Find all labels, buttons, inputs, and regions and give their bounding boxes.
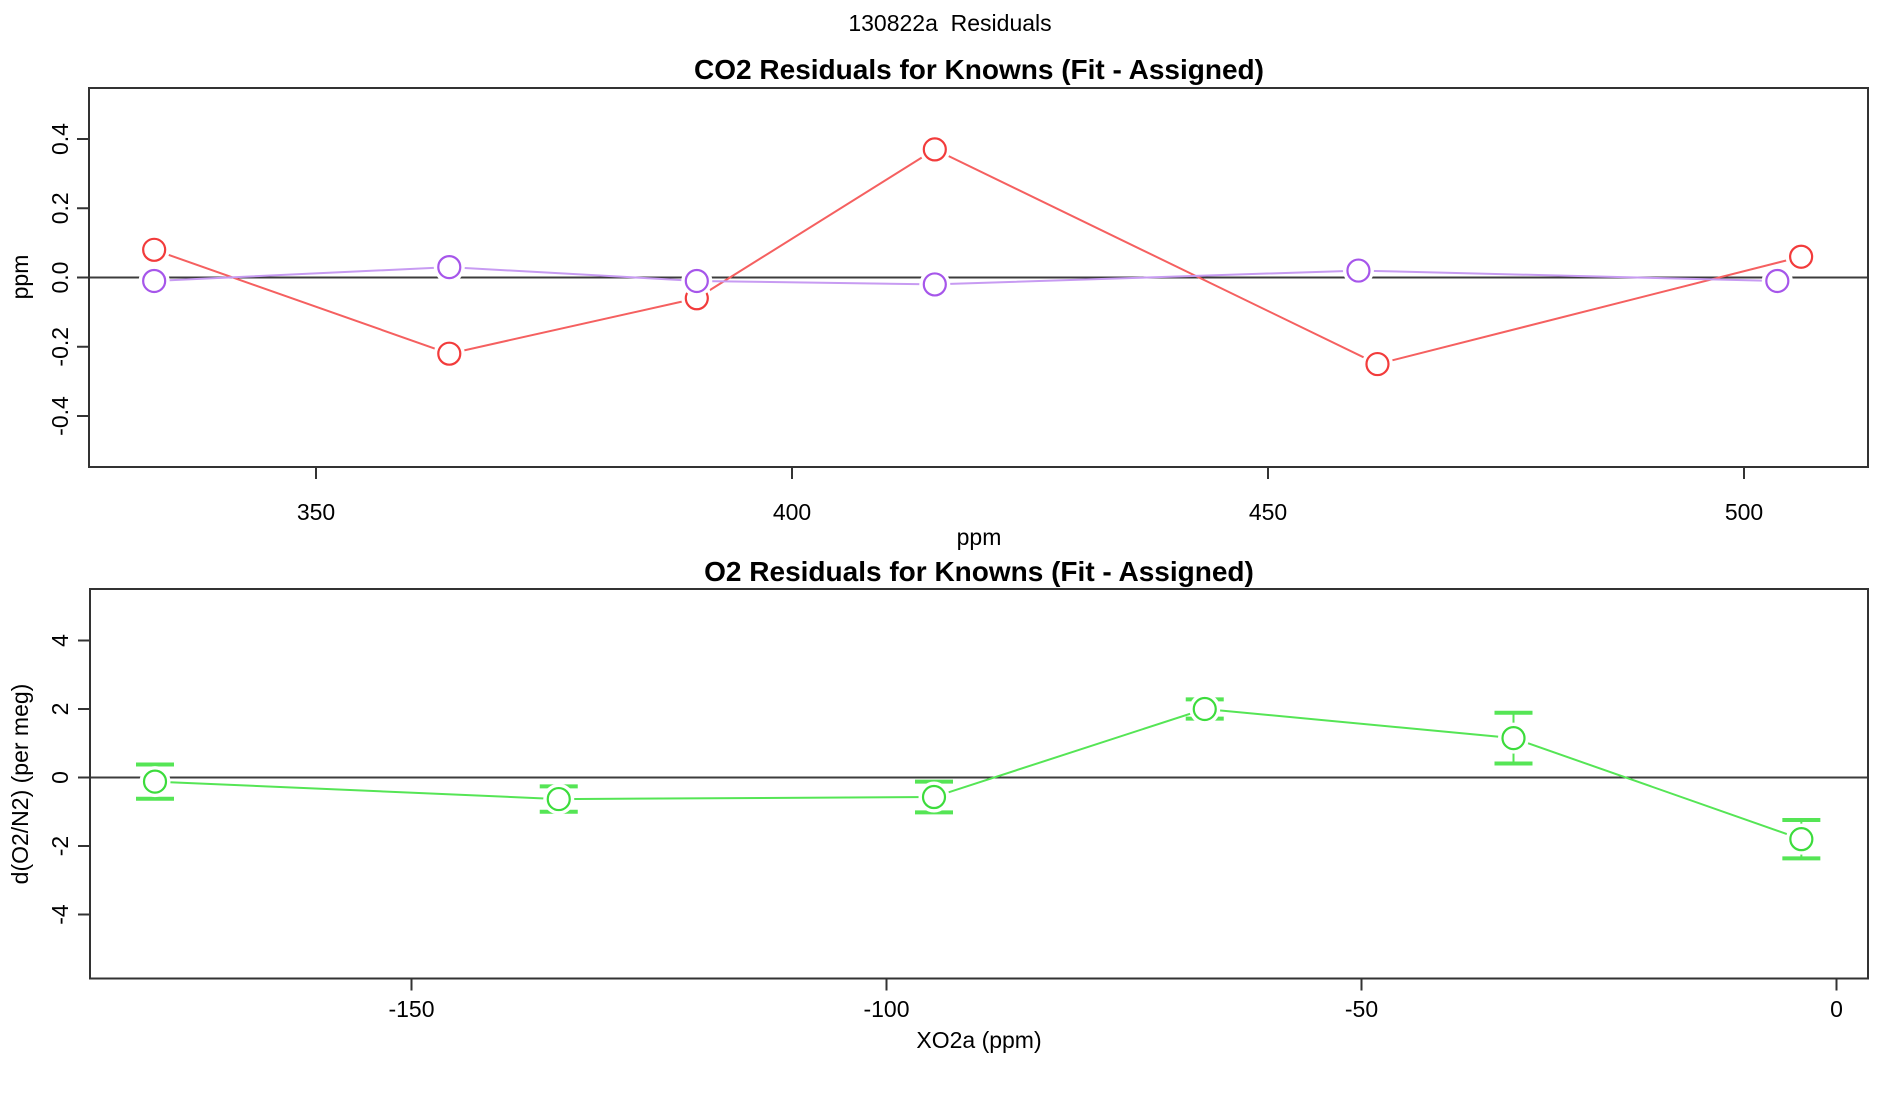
o2-residuals-green-marker <box>142 769 168 794</box>
co2-residuals-purple-marker <box>684 268 709 294</box>
y-tick-label: -0.2 <box>47 327 73 367</box>
o2-residuals-green-marker <box>921 784 947 810</box>
x-tick-label: 400 <box>773 499 811 525</box>
x-tick-label: 450 <box>1249 499 1287 525</box>
o2-xaxis-label: XO2a (ppm) <box>916 1027 1042 1053</box>
x-tick-label: 0 <box>1830 996 1843 1022</box>
y-tick-label: 0.4 <box>47 123 73 155</box>
y-tick-label: 0.0 <box>47 262 73 294</box>
plot-box <box>89 588 1869 980</box>
o2-residuals-green-line <box>154 707 1802 841</box>
y-tick-label: 2 <box>47 703 73 716</box>
co2-residuals-red-marker <box>437 341 462 366</box>
y-tick-label: -0.4 <box>47 396 73 436</box>
co2-residuals-purple-marker <box>142 268 167 294</box>
x-tick-label: 500 <box>1725 499 1763 525</box>
o2-residuals-green-marker <box>1192 696 1217 722</box>
o2-residuals-green-marker <box>1789 827 1814 852</box>
co2-residuals-purple-line <box>154 266 1778 286</box>
y-tick-label: -4 <box>47 904 73 925</box>
co2-residuals-red-line <box>153 148 1802 366</box>
co2-residuals-purple-marker <box>1346 258 1371 283</box>
x-tick-label: 350 <box>297 499 335 525</box>
x-tick-label: -100 <box>863 996 909 1022</box>
y-tick-label: 4 <box>47 634 73 647</box>
x-tick-label: -150 <box>388 996 434 1022</box>
co2-xaxis-label: ppm <box>956 524 1002 550</box>
o2-residuals-green-marker <box>546 786 571 812</box>
y-tick-label: 0 <box>47 771 73 784</box>
y-tick-label: -2 <box>47 836 73 856</box>
x-tick-label: -50 <box>1345 996 1378 1022</box>
co2-residuals-red-marker <box>142 237 167 262</box>
o2-chart-title: O2 Residuals for Knowns (Fit - Assigned) <box>704 556 1254 587</box>
co2-residuals-red-marker <box>1365 351 1390 377</box>
page-title: 130822a Residuals <box>848 10 1052 36</box>
o2-residuals-green-marker <box>1501 726 1526 751</box>
co2-residuals-purple-marker <box>922 272 947 297</box>
co2-chart-title: CO2 Residuals for Knowns (Fit - Assigned… <box>694 54 1264 85</box>
co2-residuals-red-marker <box>922 137 947 162</box>
co2-residuals-purple-marker <box>1765 268 1790 294</box>
y-tick-label: 0.2 <box>47 192 73 224</box>
co2-residuals-red-marker <box>1789 244 1814 269</box>
co2-residuals-purple-marker <box>437 255 462 280</box>
